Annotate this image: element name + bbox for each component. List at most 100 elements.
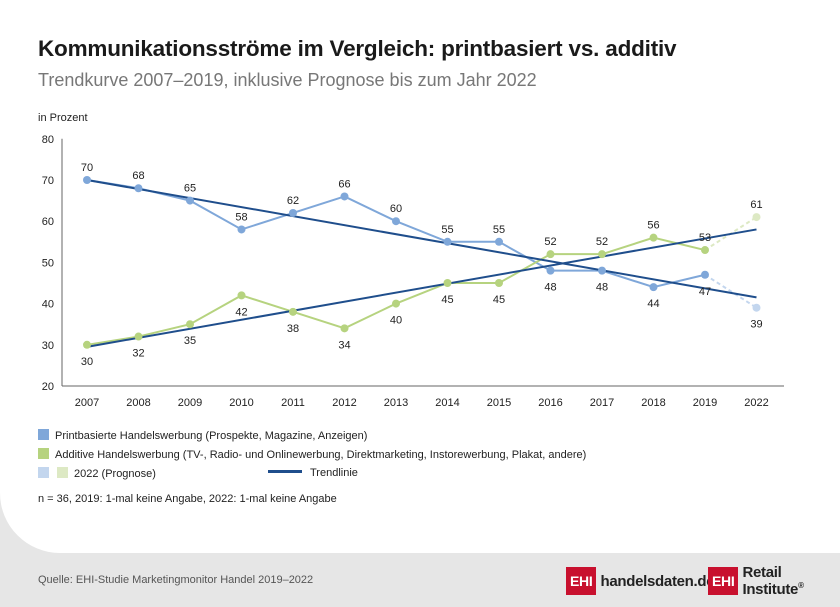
logo-handelsdaten[interactable]: EHI handelsdaten.de [566,566,715,596]
data-point [443,237,452,246]
y-tick-label: 30 [42,340,54,352]
data-label: 53 [699,232,711,244]
data-point [186,196,194,205]
legend-swatch-print [38,429,49,440]
data-point [546,250,555,259]
data-point [752,303,761,312]
data-label: 48 [544,282,556,294]
sample-note: n = 36, 2019: 1-mal keine Angabe, 2022: … [38,493,337,505]
data-label: 68 [132,170,144,182]
legend-label-print: Printbasierte Handelswerbung (Prospekte,… [55,430,368,442]
legend-swatch-trend [268,470,302,473]
data-label: 65 [184,183,196,195]
x-tick-label: 2009 [178,397,202,409]
data-label: 40 [390,315,402,327]
data-point [83,340,91,349]
data-label: 52 [544,236,556,248]
data-point [340,324,349,333]
data-label: 39 [750,319,762,331]
x-tick-label: 2014 [435,397,459,409]
legend-swatch-additive-forecast [57,467,68,478]
data-point [134,184,143,193]
data-point [289,208,297,217]
data-label: 48 [596,282,608,294]
data-label: 38 [287,323,299,335]
legend-item-forecast: 2022 (Prognose) [38,467,156,480]
legend-swatch-print-forecast [38,467,49,478]
legend-label-trend: Trendlinie [310,467,358,479]
data-point [649,233,658,242]
data-point [701,246,709,255]
data-label: 60 [390,203,402,215]
data-point [495,279,503,287]
x-tick-label: 2019 [693,397,717,409]
data-point [752,213,761,222]
x-tick-label: 2011 [281,397,305,409]
retail-institute-wordmark: Retail Institute® [742,564,840,598]
y-tick-label: 20 [42,381,54,393]
data-point [392,299,400,308]
chart-card: Kommunikationsströme im Vergleich: print… [0,0,840,553]
x-tick-label: 2012 [332,397,356,409]
registered-mark: ® [798,581,804,590]
x-tick-label: 2022 [744,397,768,409]
y-tick-label: 80 [42,134,54,146]
trend-line [86,228,757,348]
data-point [289,307,297,316]
y-tick-label: 60 [42,216,54,228]
x-tick-label: 2013 [384,397,408,409]
data-point [134,332,143,341]
y-tick-label: 70 [42,175,54,187]
x-tick-label: 2010 [229,397,253,409]
trend-line [86,179,757,299]
data-label: 44 [647,298,659,310]
data-label: 35 [184,335,196,347]
data-label: 58 [235,211,247,223]
data-point [237,225,246,234]
data-point [598,250,606,259]
legend-swatch-additive [38,448,49,459]
data-point [701,270,709,279]
x-tick-label: 2018 [641,397,665,409]
data-point [237,291,246,300]
y-tick-label: 50 [42,257,54,269]
y-unit-label: in Prozent [38,112,88,124]
data-label: 45 [441,294,453,306]
x-tick-label: 2015 [487,397,511,409]
data-label: 32 [132,348,144,360]
data-label: 56 [647,220,659,232]
data-label: 45 [493,294,505,306]
x-tick-label: 2017 [590,397,614,409]
legend-item-additive: Additive Handelswerbung (TV-, Radio- und… [38,448,586,461]
data-point [649,283,658,292]
data-label: 70 [81,162,93,174]
data-point [443,279,452,287]
data-label: 42 [235,306,247,318]
source-text: Quelle: EHI-Studie Marketingmonitor Hand… [38,574,314,586]
legend-item-trend: Trendlinie [268,467,358,479]
x-tick-label: 2007 [75,397,99,409]
data-point [83,176,91,184]
chart-title: Kommunikationsströme im Vergleich: print… [38,36,677,61]
logo-ehi-retail-institute[interactable]: EHI Retail Institute® [708,564,840,598]
x-tick-label: 2016 [538,397,562,409]
data-point [495,237,503,246]
data-label: 62 [287,195,299,207]
data-point [546,266,555,275]
retail-institute-text: Retail Institute [742,564,799,598]
legend-label-forecast: 2022 (Prognose) [74,468,156,480]
data-point [598,266,606,275]
handelsdaten-wordmark: handelsdaten.de [600,572,715,590]
data-label: 47 [699,286,711,298]
data-label: 55 [493,224,505,236]
legend-label-additive: Additive Handelswerbung (TV-, Radio- und… [55,449,587,461]
x-tick-label: 2008 [126,397,150,409]
data-point [186,320,194,329]
data-point [392,217,400,226]
data-label: 34 [338,339,350,351]
data-label: 55 [441,224,453,236]
ehi-logo-box: EHI [708,567,739,595]
line-chart: 20 30 40 50 60 70 80 2007 2008 2009 2010 2011 2012 20… [42,134,784,409]
data-label: 30 [81,356,93,368]
data-label: 61 [750,199,762,211]
